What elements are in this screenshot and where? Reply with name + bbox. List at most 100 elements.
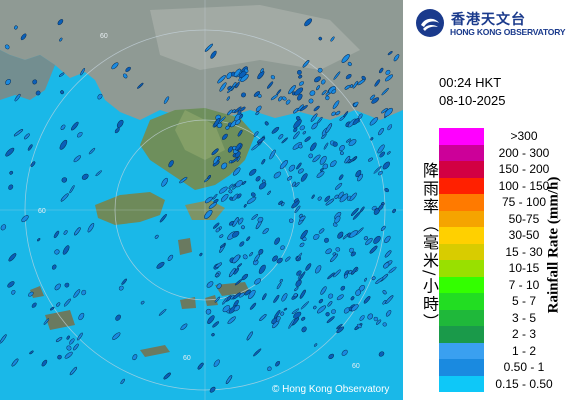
rain-echo <box>74 227 81 236</box>
rain-echo <box>388 266 397 274</box>
rain-echo <box>238 292 245 298</box>
rain-echo <box>246 331 253 341</box>
legend-swatch <box>439 326 484 343</box>
rain-echo <box>60 124 66 130</box>
rain-echo <box>197 362 204 370</box>
rain-echo <box>313 343 318 347</box>
rain-echo <box>28 291 34 297</box>
rain-echo <box>318 228 325 234</box>
rain-echo <box>288 164 296 172</box>
rain-echo <box>349 247 354 253</box>
rain-echo <box>317 196 322 201</box>
rain-echo <box>281 137 288 144</box>
rain-echo <box>331 89 337 94</box>
rain-echo <box>326 316 335 324</box>
rain-echo <box>8 184 14 190</box>
rain-echo <box>140 300 145 305</box>
rain-echo <box>213 222 220 229</box>
rain-echo <box>378 127 384 136</box>
rain-echo <box>351 304 359 312</box>
rain-echo <box>249 302 257 310</box>
rain-echo <box>351 266 358 275</box>
rain-echo <box>261 159 266 165</box>
radar-image: 60 60 60 60 <box>0 0 403 400</box>
rain-echo <box>328 353 335 359</box>
rain-echo <box>382 290 387 295</box>
rain-echo <box>233 68 241 77</box>
rain-echo <box>241 180 247 185</box>
rain-echo <box>350 251 356 257</box>
rain-echo <box>227 146 233 153</box>
rain-echo <box>350 296 355 301</box>
legend-label: 7 - 10 <box>508 277 540 292</box>
rain-echo <box>255 176 261 182</box>
rain-echo <box>384 107 393 117</box>
rain-echo <box>199 252 203 257</box>
rain-echo <box>296 162 302 170</box>
org-name-cn: 香港天文台 <box>451 12 526 28</box>
rain-echo <box>355 289 361 296</box>
legend-swatch <box>439 161 484 178</box>
legend-swatch <box>439 309 484 326</box>
rain-echo <box>8 253 17 262</box>
rain-echo <box>97 93 103 100</box>
rain-echo <box>207 174 211 179</box>
rain-echo <box>30 161 36 167</box>
rain-echo <box>332 141 338 147</box>
rain-echo <box>217 75 226 84</box>
copyright-text: © Hong Kong Observatory <box>272 384 390 395</box>
rain-echo <box>228 189 233 194</box>
rain-echo <box>69 338 75 345</box>
rain-echo <box>60 193 69 202</box>
rain-echo <box>276 282 282 290</box>
rain-echo <box>69 185 75 194</box>
rain-echo <box>219 82 227 92</box>
rain-echo <box>313 105 320 112</box>
rain-echo <box>31 302 37 308</box>
rain-echo <box>294 286 299 292</box>
rain-echo <box>339 145 345 152</box>
rain-echo <box>376 319 382 325</box>
rain-echo <box>359 315 365 321</box>
rain-echo <box>273 294 280 303</box>
rain-echo <box>347 62 352 66</box>
rain-echo <box>294 182 300 188</box>
legend-label: 15 - 30 <box>505 244 543 259</box>
rain-echo <box>385 310 392 317</box>
lantau-island <box>95 192 165 225</box>
rain-echo <box>73 343 79 351</box>
rain-echo <box>35 90 41 96</box>
rain-echo <box>222 297 228 305</box>
rain-echo <box>262 228 269 235</box>
rain-echo <box>349 192 357 202</box>
rain-echo <box>204 43 213 52</box>
rain-echo <box>299 125 305 131</box>
rain-echo <box>168 160 174 168</box>
rain-echo <box>234 106 242 114</box>
rain-echo <box>296 270 302 276</box>
rain-echo <box>280 311 285 316</box>
rain-echo <box>59 139 68 150</box>
rain-echo <box>262 293 267 301</box>
rain-echo <box>220 193 229 202</box>
rain-echo <box>288 218 294 223</box>
hko-emblem-icon <box>416 9 444 37</box>
legend-title-en: Rainfall Rate (mm/h) <box>545 176 562 314</box>
rain-echo <box>66 335 70 340</box>
rain-echo <box>331 111 336 117</box>
rain-echo <box>235 119 241 125</box>
rain-echo <box>280 245 285 250</box>
rain-echo <box>300 173 308 182</box>
legend-swatch <box>439 342 484 359</box>
rain-echo <box>226 72 233 79</box>
rain-echo <box>378 351 385 357</box>
rain-echo <box>299 289 306 299</box>
rain-echo <box>63 298 71 307</box>
rain-echo <box>310 113 318 122</box>
rain-echo <box>227 109 233 116</box>
rain-echo <box>59 37 63 42</box>
rain-echo <box>205 308 212 315</box>
rain-echo <box>304 18 313 27</box>
ring-label: 60 <box>100 33 108 40</box>
rain-echo <box>161 177 168 187</box>
